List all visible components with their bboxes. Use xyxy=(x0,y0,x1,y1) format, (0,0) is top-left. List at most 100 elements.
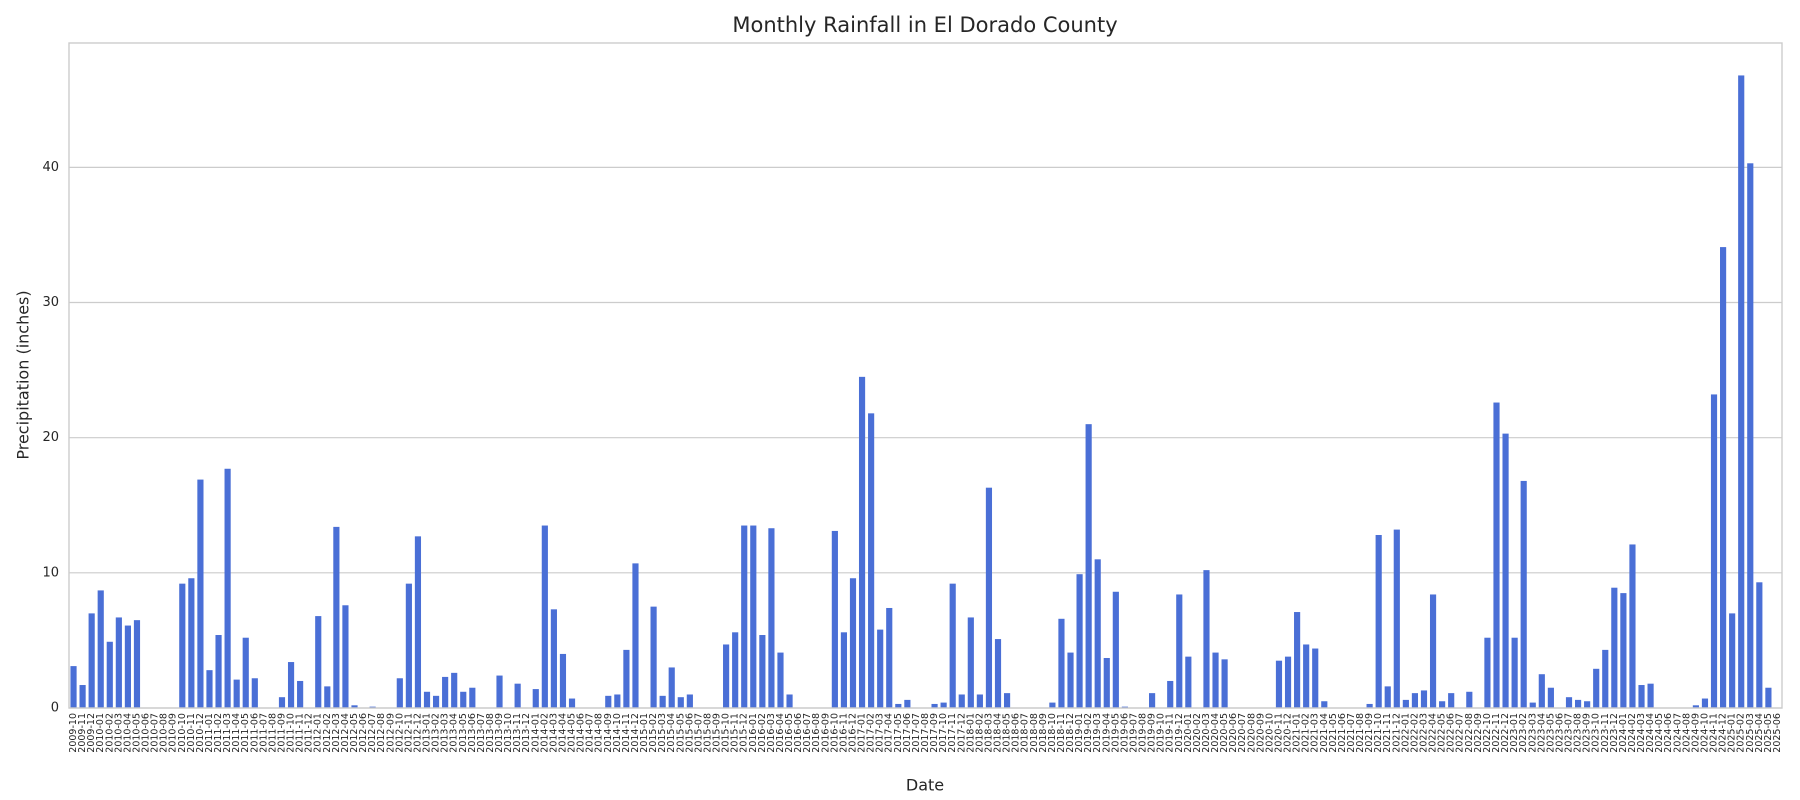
x-tick-label: 2018-02 xyxy=(974,713,985,753)
x-tick-label: 2021-10 xyxy=(1373,713,1384,753)
bar xyxy=(115,617,122,708)
x-tick-label: 2021-03 xyxy=(1310,713,1321,753)
bar xyxy=(568,698,576,708)
x-tick-label: 2014-04 xyxy=(557,713,568,753)
x-tick-label: 2015-01 xyxy=(639,713,650,753)
x-tick-label: 2025-04 xyxy=(1754,713,1765,753)
x-tick-label: 2023-02 xyxy=(1518,713,1529,753)
bar xyxy=(432,695,440,708)
bar xyxy=(287,662,295,708)
bar xyxy=(442,676,449,708)
x-tick-label: 2017-08 xyxy=(920,713,931,753)
x-tick-label: 2011-07 xyxy=(258,713,269,753)
x-tick-label: 2012-01 xyxy=(313,713,324,753)
bar xyxy=(1085,424,1092,708)
x-tick-label: 2020-09 xyxy=(1255,713,1266,753)
x-tick-label: 2016-01 xyxy=(748,713,759,753)
bar xyxy=(1701,698,1709,708)
bar xyxy=(994,639,1002,708)
x-tick-label: 2012-11 xyxy=(403,713,414,753)
x-tick-label: 2023-09 xyxy=(1582,713,1593,753)
bar xyxy=(550,609,557,708)
x-tick-label: 2024-10 xyxy=(1699,713,1710,753)
bar xyxy=(1638,685,1645,708)
bar xyxy=(1294,612,1301,708)
bar xyxy=(614,694,621,708)
x-tick-label: 2015-09 xyxy=(712,713,723,753)
bar xyxy=(1756,582,1763,708)
x-tick-label: 2022-11 xyxy=(1491,713,1502,753)
bar xyxy=(1574,699,1582,708)
x-tick-label: 2017-06 xyxy=(902,713,913,753)
x-tick-label: 2016-02 xyxy=(757,713,768,753)
x-tick-label: 2010-03 xyxy=(113,713,124,753)
bar xyxy=(1312,648,1319,708)
x-tick-label: 2017-05 xyxy=(893,713,904,753)
x-tick-label: 2014-02 xyxy=(539,713,550,753)
x-tick-label: 2015-08 xyxy=(702,713,713,753)
x-tick-label: 2013-02 xyxy=(431,713,442,753)
x-tick-label: 2024-02 xyxy=(1627,713,1638,753)
x-tick-label: 2018-11 xyxy=(1056,713,1067,753)
bar xyxy=(1094,559,1101,708)
bar xyxy=(541,525,548,708)
x-tick-label: 2019-03 xyxy=(1092,713,1103,753)
x-tick-label: 2014-11 xyxy=(621,713,632,753)
x-tick-label: 2024-01 xyxy=(1618,713,1629,753)
x-tick-label: 2023-08 xyxy=(1573,713,1584,753)
bar xyxy=(1420,690,1428,708)
x-tick-label: 2011-12 xyxy=(304,713,315,753)
y-tick-label: 20 xyxy=(42,430,59,445)
chart-title: Monthly Rainfall in El Dorado County xyxy=(732,13,1117,37)
bar xyxy=(868,413,875,708)
bar xyxy=(886,607,893,708)
x-tick-label: 2015-11 xyxy=(730,713,741,753)
x-tick-label: 2020-07 xyxy=(1237,713,1248,753)
bar xyxy=(278,697,286,708)
x-tick-label: 2011-04 xyxy=(231,713,242,753)
bar xyxy=(659,695,666,708)
bar xyxy=(1647,683,1654,708)
x-tick-label: 2018-09 xyxy=(1038,713,1049,753)
x-tick-label: 2017-01 xyxy=(857,713,868,753)
x-tick-label: 2012-02 xyxy=(322,713,333,753)
bar xyxy=(1167,680,1174,708)
x-tick-label: 2015-04 xyxy=(666,713,677,753)
x-tick-label: 2021-09 xyxy=(1364,713,1375,753)
x-tick-label: 2018-10 xyxy=(1047,713,1058,753)
x-tick-label: 2020-04 xyxy=(1210,713,1221,753)
x-tick-label: 2022-01 xyxy=(1400,713,1411,753)
x-tick-label: 2021-12 xyxy=(1391,713,1402,753)
x-tick-label: 2010-02 xyxy=(104,713,115,753)
bar xyxy=(732,632,739,708)
x-tick-label: 2011-08 xyxy=(267,713,278,753)
x-tick-label: 2025-06 xyxy=(1772,713,1783,753)
x-tick-label: 2023-01 xyxy=(1509,713,1520,753)
x-tick-label: 2020-12 xyxy=(1283,713,1294,753)
x-tick-label: 2021-06 xyxy=(1337,713,1348,753)
bar xyxy=(1765,687,1772,708)
x-tick-label: 2014-10 xyxy=(612,713,623,753)
bar xyxy=(786,694,793,708)
bar xyxy=(985,487,993,708)
x-tick-label: 2009-12 xyxy=(86,713,97,753)
bar xyxy=(233,679,240,708)
x-tick-label: 2012-04 xyxy=(340,713,351,753)
bar xyxy=(967,617,974,708)
bar xyxy=(1710,394,1718,708)
bar xyxy=(768,528,775,708)
bar xyxy=(940,702,947,708)
bar xyxy=(1738,75,1745,708)
bar xyxy=(777,652,784,708)
x-tick-label: 2023-11 xyxy=(1600,713,1611,753)
x-tick-label: 2014-05 xyxy=(567,713,578,753)
x-tick-label: 2023-07 xyxy=(1564,713,1575,753)
x-tick-label: 2015-03 xyxy=(657,713,668,753)
x-tick-label: 2010-06 xyxy=(141,713,152,753)
bar xyxy=(904,699,911,708)
bar xyxy=(124,625,131,708)
x-tick-label: 2017-11 xyxy=(947,713,958,753)
x-tick-label: 2016-06 xyxy=(793,713,804,753)
bar xyxy=(405,583,412,708)
bar xyxy=(668,667,675,708)
